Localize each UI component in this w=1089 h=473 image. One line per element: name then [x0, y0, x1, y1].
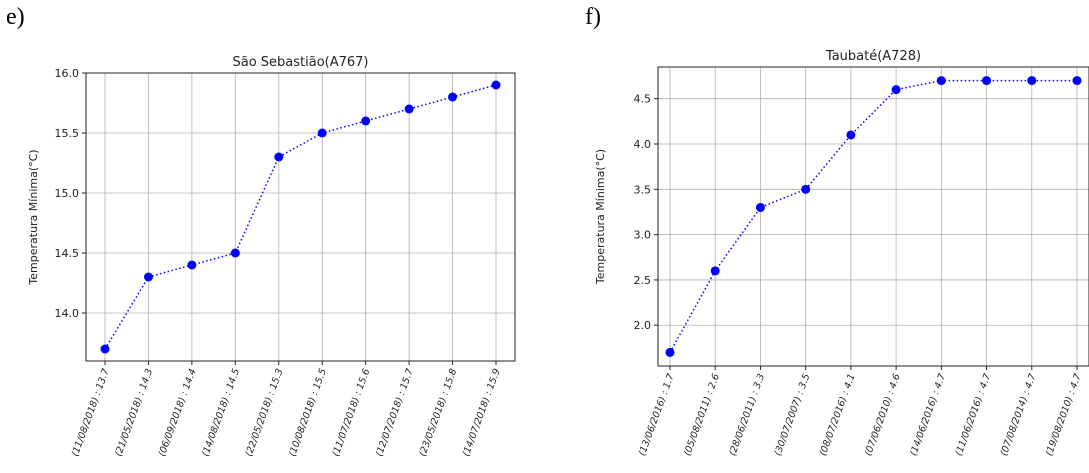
- x-tick-label: (05/08/2011) : 2.6: [682, 372, 722, 457]
- x-tick-label: (11/06/2016) : 4.7: [953, 372, 993, 457]
- y-tick-label: 3.0: [634, 229, 652, 242]
- plot-frame: [85, 72, 516, 362]
- y-axis-label: Temperatura Mínima(°C): [594, 149, 607, 285]
- x-tick-label: (06/09/2018) : 14.4: [157, 367, 199, 458]
- y-tick-label: 4.5: [634, 93, 652, 106]
- y-tick-label: 14.5: [55, 247, 80, 260]
- x-tick-label: (14/07/2018) : 15.9: [461, 367, 503, 458]
- data-point: [491, 80, 501, 90]
- data-point: [143, 272, 153, 282]
- data-point: [710, 266, 720, 276]
- x-tick-label: (22/05/2018) : 15.3: [244, 367, 286, 458]
- data-point: [187, 260, 197, 270]
- chart-title: São Sebastião(A767): [232, 55, 368, 70]
- x-tick-label: (10/08/2018) : 15.5: [287, 367, 329, 458]
- data-point: [274, 152, 284, 162]
- data-point: [230, 248, 240, 258]
- x-tick-label: (30/07/2007) : 3.5: [773, 372, 813, 457]
- data-point: [846, 130, 856, 140]
- x-tick-label: (19/08/2010) : 4.7: [1044, 372, 1084, 457]
- data-point: [801, 184, 811, 194]
- data-point: [448, 92, 458, 102]
- y-tick-label: 2.5: [634, 274, 652, 287]
- x-tick-label: (07/06/2010) : 4.6: [863, 372, 903, 457]
- data-point: [936, 76, 946, 86]
- data-point: [317, 128, 327, 138]
- data-point: [1072, 76, 1082, 86]
- data-point: [100, 344, 110, 354]
- x-tick-label: (23/05/2018) : 15.8: [417, 367, 459, 458]
- data-point: [982, 76, 992, 86]
- data-point: [1027, 76, 1037, 86]
- y-tick-label: 14.0: [55, 307, 80, 320]
- panel-letter-f: f): [585, 4, 601, 30]
- data-point: [404, 104, 414, 114]
- x-tick-label: (11/08/2018) : 13.7: [70, 367, 112, 458]
- x-tick-label: (21/05/2018) : 14.3: [113, 367, 155, 458]
- y-axis-label: Temperatura Mínima(°C): [27, 149, 40, 285]
- plot-frame: [657, 66, 1089, 367]
- x-tick-label: (14/08/2018) : 14.5: [200, 367, 242, 458]
- y-tick-label: 2.0: [634, 319, 652, 332]
- x-tick-label: (07/08/2014) : 4.7: [999, 372, 1039, 457]
- y-tick-label: 4.0: [634, 138, 652, 151]
- series-line: [669, 79, 1077, 353]
- data-point: [361, 116, 371, 126]
- y-tick-label: 15.5: [55, 127, 80, 140]
- x-tick-label: (12/07/2018) : 15.7: [374, 367, 416, 458]
- chart-taubate: 2.0 2.5 3.0 3.5 4.0 4.5 (13/06/2016) : 1.7 (05/…: [594, 49, 1089, 457]
- y-tick-label: 15.0: [55, 187, 80, 200]
- data-point: [665, 347, 675, 357]
- x-tick-label: (08/07/2016) : 4.1: [818, 372, 858, 457]
- series-line: [104, 84, 497, 350]
- y-tick-label: 16.0: [55, 67, 80, 80]
- data-point: [891, 85, 901, 95]
- x-tick-label: (13/06/2016) : 1.7: [637, 372, 677, 457]
- x-tick-label: (14/06/2016) : 4.7: [908, 372, 948, 457]
- chart-title: Taubaté(A728): [825, 49, 921, 64]
- data-point: [755, 202, 765, 212]
- x-tick-label: (11/07/2018) : 15.6: [330, 367, 372, 458]
- chart-sao-sebastiao: 14.014.515.015.516.0(11/08/2018) : 13.7(…: [27, 55, 516, 458]
- plot-area: [658, 67, 1089, 366]
- plot-area: [86, 73, 515, 361]
- panel-letter-e: e): [6, 4, 25, 30]
- y-tick-label: 3.5: [634, 183, 652, 196]
- x-tick-label: (28/06/2011) : 3.3: [727, 372, 767, 457]
